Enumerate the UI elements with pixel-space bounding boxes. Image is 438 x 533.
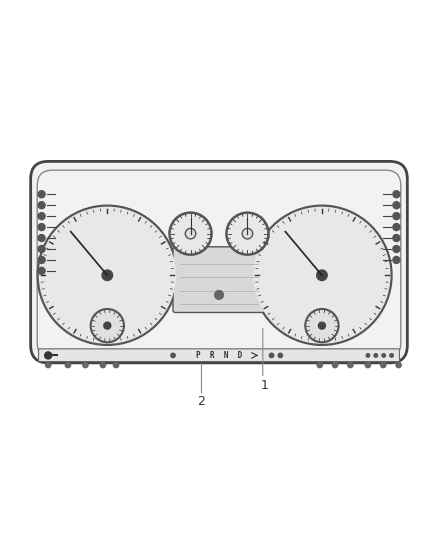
Circle shape: [226, 213, 268, 255]
Circle shape: [393, 256, 400, 263]
Circle shape: [38, 223, 45, 231]
Circle shape: [38, 235, 45, 241]
Text: 2: 2: [198, 395, 205, 408]
Circle shape: [366, 354, 370, 357]
Circle shape: [393, 213, 400, 220]
FancyBboxPatch shape: [173, 247, 265, 312]
Circle shape: [393, 191, 400, 198]
Circle shape: [317, 362, 322, 368]
Circle shape: [100, 362, 106, 368]
Circle shape: [365, 362, 371, 368]
Text: 1: 1: [261, 379, 269, 392]
Circle shape: [242, 229, 253, 239]
Circle shape: [393, 223, 400, 231]
FancyBboxPatch shape: [39, 349, 399, 361]
Text: P  R  N  D: P R N D: [196, 351, 242, 360]
Circle shape: [38, 201, 45, 209]
Circle shape: [396, 362, 401, 368]
Circle shape: [65, 362, 71, 368]
Circle shape: [104, 322, 111, 329]
Circle shape: [252, 205, 392, 345]
Circle shape: [38, 256, 45, 263]
Circle shape: [393, 246, 400, 253]
Circle shape: [393, 235, 400, 241]
Circle shape: [38, 268, 45, 274]
Circle shape: [38, 213, 45, 220]
Circle shape: [185, 229, 196, 239]
Circle shape: [305, 309, 339, 342]
Circle shape: [39, 207, 175, 343]
Circle shape: [381, 362, 386, 368]
Circle shape: [170, 213, 212, 255]
Circle shape: [83, 362, 88, 368]
Circle shape: [393, 201, 400, 209]
Circle shape: [374, 354, 378, 357]
Circle shape: [113, 362, 119, 368]
FancyBboxPatch shape: [31, 161, 407, 363]
Circle shape: [46, 362, 51, 368]
Circle shape: [332, 362, 338, 368]
Circle shape: [171, 353, 175, 358]
Circle shape: [102, 270, 113, 280]
Circle shape: [38, 191, 45, 198]
Circle shape: [269, 353, 274, 358]
Circle shape: [45, 352, 52, 359]
Circle shape: [278, 353, 283, 358]
Circle shape: [317, 270, 327, 280]
Circle shape: [254, 207, 390, 343]
Circle shape: [318, 322, 325, 329]
Circle shape: [38, 246, 45, 253]
Circle shape: [382, 354, 385, 357]
Circle shape: [348, 362, 353, 368]
Circle shape: [91, 309, 124, 342]
Circle shape: [37, 205, 177, 345]
Circle shape: [215, 290, 223, 300]
Circle shape: [390, 354, 393, 357]
